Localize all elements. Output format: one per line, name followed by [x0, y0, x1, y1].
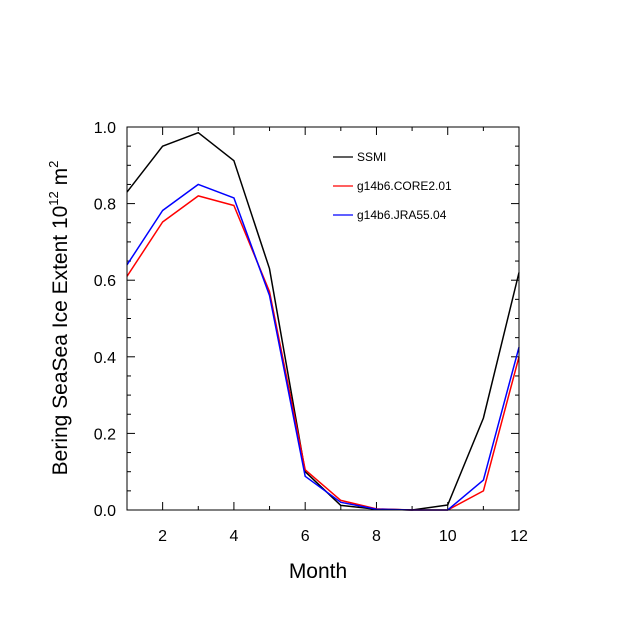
- legend-label: SSMI: [357, 150, 386, 164]
- y-tick-label: 0.6: [94, 273, 116, 290]
- y-axis-title-unit-exponent: 2: [46, 161, 61, 168]
- y-axis-title-exponent: 12: [46, 191, 61, 205]
- y-axis-title-unit: m: [49, 168, 72, 186]
- x-tick-label: 2: [158, 528, 167, 545]
- legend-label: g14b6.CORE2.01: [357, 179, 452, 193]
- y-axis-title-main: Bering SeaSea Ice Extent 10: [49, 206, 72, 476]
- series-lines: [126, 131, 520, 511]
- x-axis-title: Month: [289, 560, 347, 583]
- series-line-g14b6.CORE2.01: [126, 195, 520, 511]
- x-tick-label: 10: [439, 528, 457, 545]
- y-tick-label: 0.0: [94, 503, 116, 520]
- plot-area-frame: [126, 126, 520, 511]
- x-tick-label: 12: [510, 528, 528, 545]
- y-axis-title: Bering SeaSea Ice Extent 1012 m2: [46, 161, 72, 476]
- x-tick-label: 8: [372, 528, 381, 545]
- y-tick-label: 0.2: [94, 426, 116, 443]
- legend-label: g14b6.JRA55.04: [357, 208, 447, 222]
- x-tick-label: 6: [301, 528, 310, 545]
- x-tick-label: 4: [229, 528, 238, 545]
- legend: SSMI g14b6.CORE2.01 g14b6.JRA55.04: [333, 150, 452, 222]
- tick-labels: 2 4 6 8 10 12 0.0 0.2 0.4 0.6 0.8 1.0: [94, 120, 528, 545]
- y-tick-label: 0.4: [94, 350, 116, 367]
- series-line-g14b6.JRA55.04: [126, 183, 520, 511]
- y-tick-label: 0.8: [94, 197, 116, 214]
- y-tick-label: 1.0: [94, 120, 116, 137]
